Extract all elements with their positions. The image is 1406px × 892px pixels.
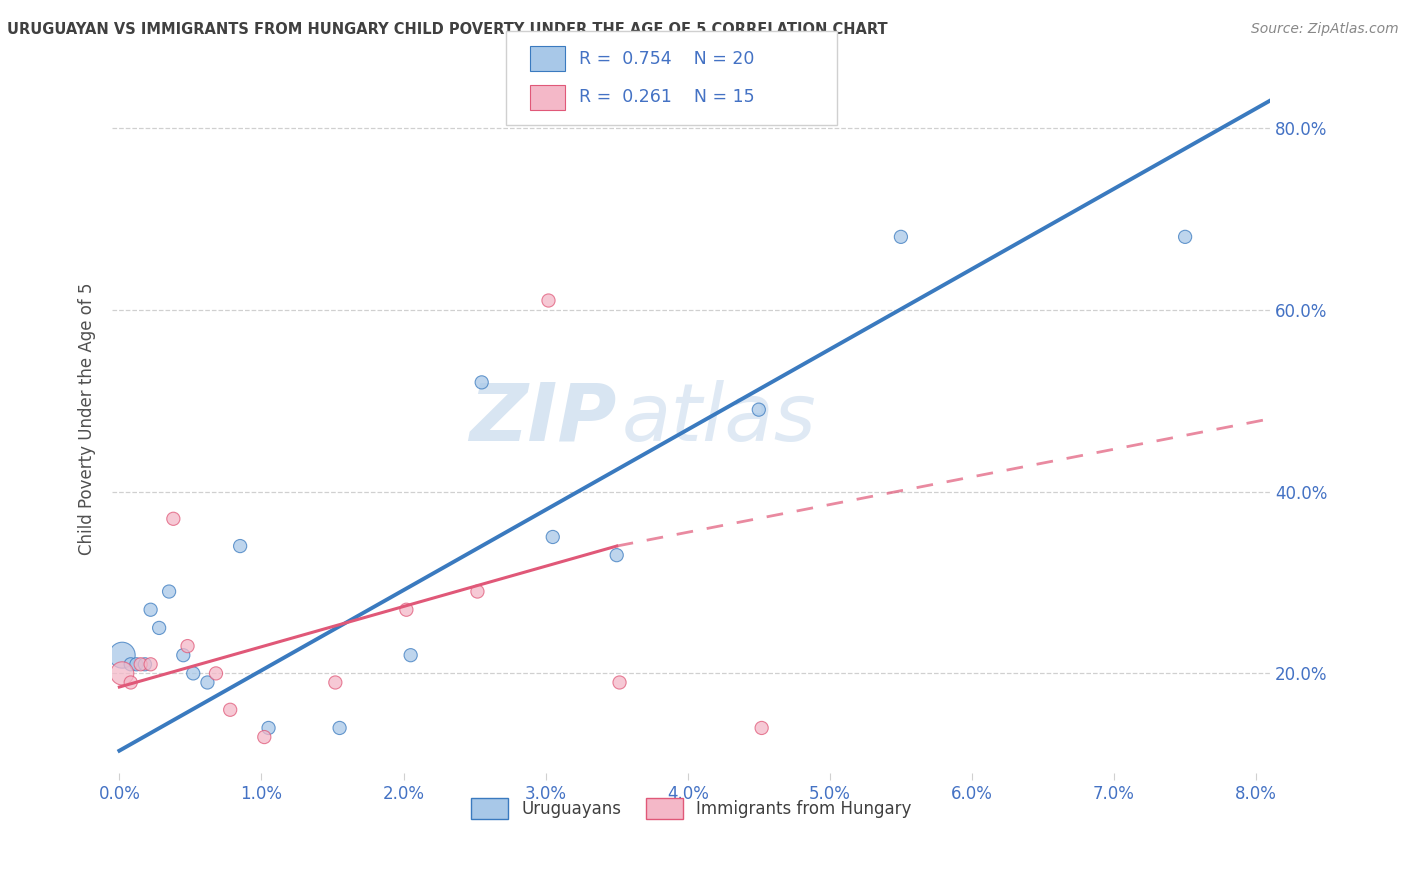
Point (219, 703, 242, 717)
Point (751, 721, 773, 735)
Point (148, 621, 170, 635)
Point (606, 548, 628, 562)
Point (162, 512, 184, 526)
Point (120, 675, 142, 690)
Text: R =  0.754    N = 20: R = 0.754 N = 20 (579, 50, 755, 68)
Point (399, 648, 422, 663)
Point (181, 666, 204, 681)
Point (748, 402, 770, 417)
Point (329, 721, 352, 735)
Y-axis label: Child Poverty Under the Age of 5: Child Poverty Under the Age of 5 (79, 283, 96, 555)
Point (890, 230, 912, 244)
Point (111, 648, 134, 663)
Point (257, 721, 280, 735)
Point (139, 657, 162, 672)
Point (176, 639, 198, 653)
Point (471, 376, 494, 390)
Text: URUGUAYAN VS IMMIGRANTS FROM HUNGARY CHILD POVERTY UNDER THE AGE OF 5 CORRELATIO: URUGUAYAN VS IMMIGRANTS FROM HUNGARY CHI… (7, 22, 887, 37)
Text: atlas: atlas (621, 380, 817, 458)
Point (111, 666, 134, 681)
Point (537, 293, 560, 308)
Legend: Uruguayans, Immigrants from Hungary: Uruguayans, Immigrants from Hungary (464, 792, 918, 825)
Point (129, 657, 152, 672)
Point (229, 539, 252, 553)
Point (541, 530, 564, 544)
Point (395, 603, 418, 617)
Text: R =  0.261    N = 15: R = 0.261 N = 15 (579, 88, 755, 106)
Point (1174, 230, 1197, 244)
Point (157, 584, 180, 599)
Point (139, 603, 162, 617)
Point (120, 657, 142, 672)
Point (609, 675, 631, 690)
Point (125, 657, 148, 672)
Point (467, 584, 489, 599)
Point (134, 657, 156, 672)
Point (172, 648, 194, 663)
Text: Source: ZipAtlas.com: Source: ZipAtlas.com (1251, 22, 1399, 37)
Text: ZIP: ZIP (468, 380, 616, 458)
Point (205, 666, 228, 681)
Point (253, 730, 276, 744)
Point (197, 675, 219, 690)
Point (325, 675, 347, 690)
